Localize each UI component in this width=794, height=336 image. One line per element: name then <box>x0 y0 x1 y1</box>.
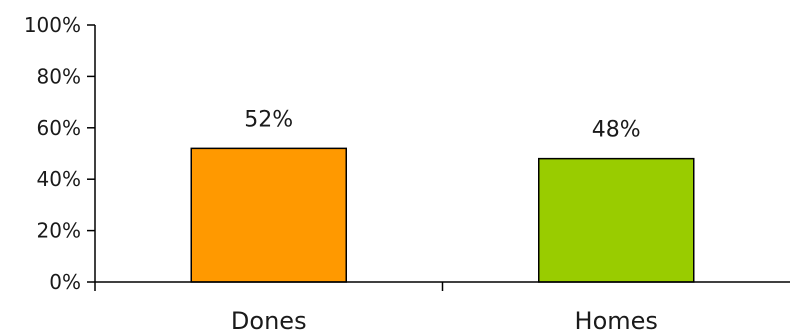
x-axis-category-labels: Dones Homes <box>231 307 658 335</box>
data-labels: 52% 48% <box>244 107 640 142</box>
y-tick-label: 20% <box>37 219 81 243</box>
x-category-label: Homes <box>575 307 658 335</box>
bar-homes <box>538 157 695 283</box>
bar-dones <box>190 147 347 283</box>
y-tick-label: 80% <box>37 64 81 88</box>
y-tick-label: 0% <box>49 270 81 294</box>
y-tick-label: 100% <box>24 13 81 37</box>
bars <box>190 147 695 283</box>
y-axis-tick-labels: 0% 20% 40% 60% 80% 100% <box>24 13 81 294</box>
y-axis-ticks <box>87 24 95 283</box>
data-label: 48% <box>592 118 641 143</box>
x-category-label: Dones <box>231 307 307 335</box>
y-tick-label: 40% <box>37 167 81 191</box>
data-label: 52% <box>244 107 293 132</box>
y-tick-label: 60% <box>37 116 81 140</box>
